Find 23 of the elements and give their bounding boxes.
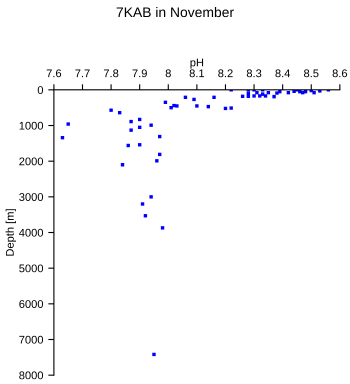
y-tick-label: 7000 bbox=[19, 336, 44, 344]
x-tick-label: 8.2 bbox=[218, 69, 233, 78]
x-tick-label: 7.7 bbox=[75, 69, 90, 78]
y-tick-label: 6000 bbox=[19, 300, 44, 308]
x-tick-label: 8.5 bbox=[304, 69, 319, 78]
x-tick-label: 7.8 bbox=[104, 69, 118, 78]
y-tick-label: 8000 bbox=[19, 371, 44, 380]
y-tick-label: 0 bbox=[38, 86, 44, 94]
y-tick-label: 3000 bbox=[19, 193, 44, 201]
x-tick-label: 7.6 bbox=[46, 69, 62, 78]
x-tick-label: 8.6 bbox=[332, 69, 348, 78]
x-tick-label: 7.9 bbox=[132, 69, 147, 78]
x-tick-label: 8.4 bbox=[275, 69, 290, 78]
y-tick-label: 4000 bbox=[19, 228, 44, 237]
x-tick-label: 8.3 bbox=[246, 69, 262, 78]
y-tick-label: 2000 bbox=[19, 157, 44, 166]
x-tick-label: 8.1 bbox=[190, 69, 204, 78]
chart-title: 7KAB in November bbox=[116, 6, 234, 18]
x-tick-label: 8 bbox=[166, 69, 171, 78]
y-tick-label: 1000 bbox=[20, 122, 44, 130]
y-axis-title: Depth [m] bbox=[6, 209, 16, 256]
y-tick-label: 5000 bbox=[19, 264, 44, 272]
x-axis-title: pH bbox=[190, 58, 204, 69]
